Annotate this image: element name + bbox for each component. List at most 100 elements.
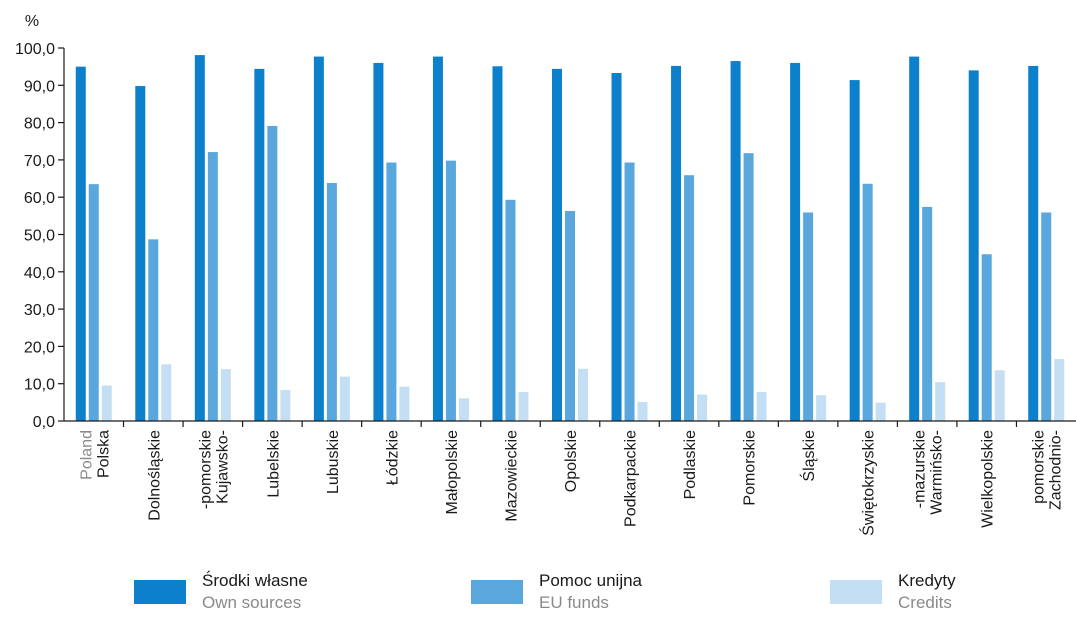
y-tick-label: 100,0	[15, 41, 55, 58]
bar-credits	[518, 391, 529, 421]
x-category-label: Podkarpackie	[623, 430, 640, 527]
legend-label-en: Credits	[898, 593, 952, 612]
x-category-label: Warmińsko-	[929, 430, 946, 515]
bar-credits	[816, 395, 827, 421]
y-unit-label: %	[25, 13, 39, 30]
legend-item-eu-funds: Pomoc unijna EU funds	[471, 570, 642, 614]
bar-credits	[280, 390, 291, 421]
bar-eu-funds	[862, 183, 873, 421]
legend-item-own-sources: Środki własne Own sources	[134, 570, 308, 614]
bar-credits	[399, 386, 410, 421]
bar-own-sources	[552, 68, 562, 421]
y-axis: 0,0 10,0 20,0 30,0 40,0 50,0 60,0 70,0 80,0 90,0 1…	[15, 41, 65, 431]
bar-own-sources	[373, 62, 384, 422]
y-tick-label: 40,0	[24, 265, 55, 282]
legend: Środki własne Own sources Pomoc unijna E…	[0, 570, 1076, 618]
bar-own-sources	[492, 66, 503, 421]
bar-own-sources	[671, 65, 682, 422]
bar-credits	[161, 364, 172, 421]
bar-eu-funds	[743, 153, 754, 421]
bar-eu-funds	[565, 211, 575, 421]
bar-chart: % 0,0 10,0 20,0 30,0 40,0 50,0 60,0 70,0 80,0 90,…	[15, 13, 1076, 536]
x-category-label: Podlaskie	[682, 430, 699, 499]
bar-eu-funds	[922, 206, 933, 421]
legend-label-en: EU funds	[539, 593, 609, 612]
x-category-label: Pomorskie	[742, 430, 759, 506]
bar-credits	[578, 368, 588, 421]
bar-own-sources	[432, 56, 443, 421]
x-category-label: pomorskie	[1031, 430, 1048, 504]
y-tick-label: 10,0	[24, 377, 55, 394]
x-category-label: Opolskie	[563, 430, 580, 492]
bar-eu-funds	[1041, 212, 1052, 421]
bar-own-sources	[611, 72, 622, 421]
legend-swatch-credits	[830, 580, 882, 604]
bar-eu-funds	[684, 175, 695, 421]
bar-own-sources	[1028, 65, 1039, 422]
y-tick-label: 50,0	[24, 228, 55, 245]
bar-own-sources	[968, 70, 979, 421]
bar-own-sources	[75, 66, 86, 422]
y-tick-label: 70,0	[24, 153, 55, 170]
bar-eu-funds	[624, 162, 635, 422]
y-tick-label: 90,0	[24, 78, 55, 95]
x-category-label: Wielkopolskie	[980, 430, 997, 528]
x-category-label: Mazowieckie	[503, 430, 520, 522]
bar-credits	[697, 394, 708, 421]
bar-eu-funds	[148, 239, 159, 421]
bar-credits	[875, 402, 886, 421]
bar-eu-funds	[207, 152, 218, 421]
legend-swatch-eu-funds	[471, 580, 523, 604]
x-category-label: Śląskie	[799, 430, 818, 482]
y-tick-label: 80,0	[24, 116, 55, 133]
x-category-label: Dolnośląskie	[146, 430, 163, 521]
bar-own-sources	[135, 86, 146, 422]
legend-swatch-own-sources	[134, 580, 186, 604]
bar-own-sources	[790, 62, 801, 422]
bar-own-sources	[909, 56, 920, 421]
bar-credits	[1054, 359, 1065, 421]
x-category-label: Lubuskie	[325, 430, 342, 494]
x-category-label: -mazurskie	[912, 430, 929, 508]
bar-own-sources	[254, 68, 265, 421]
bar-credits	[637, 401, 648, 421]
bar-credits	[339, 376, 350, 421]
y-tick-label: 60,0	[24, 190, 55, 207]
bar-credits	[756, 391, 767, 421]
x-category-label: Łódzkie	[384, 430, 401, 485]
x-category-label: Małopolskie	[444, 430, 461, 515]
legend-label-en: Own sources	[202, 593, 302, 612]
x-category-label: Świętokrzyskie	[859, 430, 878, 536]
bar-own-sources	[849, 80, 860, 421]
bar-eu-funds	[445, 160, 456, 421]
bars	[75, 55, 1065, 422]
bar-credits	[458, 398, 469, 421]
y-tick-label: 20,0	[24, 339, 55, 356]
x-category-label: Polska	[95, 430, 112, 478]
legend-label: Środki własne	[202, 571, 308, 590]
bar-eu-funds	[88, 184, 99, 421]
bar-own-sources	[194, 55, 205, 421]
bar-credits	[935, 382, 946, 421]
x-category-label: Kujawsko-	[214, 430, 231, 504]
legend-label: Pomoc unijna	[539, 571, 643, 590]
x-category-label: -pomorskie	[197, 430, 214, 509]
bar-eu-funds	[505, 199, 516, 421]
bar-own-sources	[730, 61, 741, 422]
bar-credits	[101, 385, 112, 421]
y-tick-label: 0,0	[33, 414, 55, 431]
bar-credits	[220, 369, 231, 421]
legend-item-credits: Kredyty Credits	[830, 570, 956, 614]
y-tick-label: 30,0	[24, 302, 55, 319]
bar-eu-funds	[386, 162, 397, 422]
bar-eu-funds	[267, 125, 278, 421]
bar-eu-funds	[803, 212, 814, 421]
bar-own-sources	[313, 56, 324, 421]
legend-label: Kredyty	[898, 571, 956, 590]
x-category-label-en: Poland	[78, 430, 95, 480]
bar-eu-funds	[326, 183, 337, 421]
bar-eu-funds	[981, 254, 992, 421]
x-category-label: Zachodnio-	[1048, 430, 1065, 510]
x-category-label: Lubelskie	[265, 430, 282, 498]
